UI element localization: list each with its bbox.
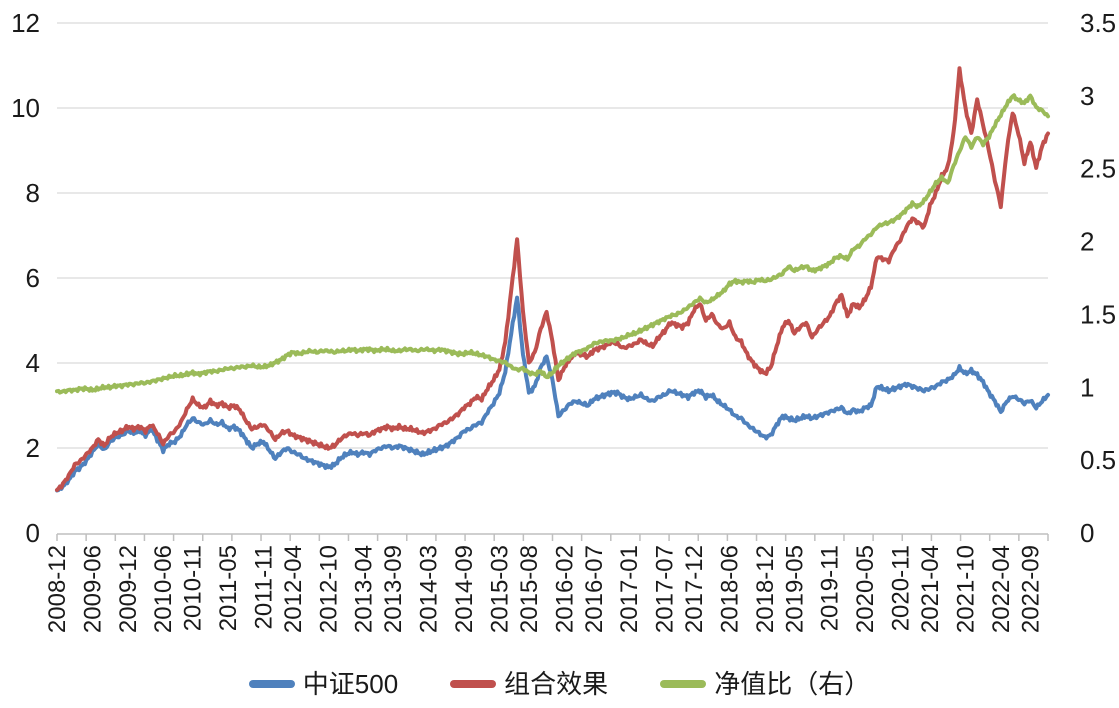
x-tick-label: 2011-11 (250, 545, 277, 630)
series-line-中证500 (55, 295, 1050, 493)
x-tick-label: 2021-04 (917, 545, 944, 633)
x-axis-labels: 2008-12 2009-06 2009-12 2010-06 2010-11 2011-… (44, 545, 1044, 633)
x-tick-label: 2016-07 (581, 545, 608, 633)
x-tick-label: 2014-03 (416, 545, 443, 633)
x-axis (56, 533, 1049, 541)
x-tick-label: 2015-03 (486, 545, 513, 633)
legend-label: 净值比（右） (714, 669, 871, 699)
y-right-tick-label: 2 (1080, 227, 1094, 257)
legend-item-0: 中证500 (248, 669, 399, 699)
x-tick-label: 2012-04 (280, 545, 307, 633)
x-tick-label: 2020-11 (888, 545, 915, 631)
x-tick-label: 2017-01 (616, 545, 643, 633)
x-tick-label: 2013-09 (380, 545, 407, 633)
x-tick-label: 2011-05 (215, 545, 242, 631)
x-tick-label: 2018-12 (752, 545, 779, 633)
x-tick-label: 2010-11 (180, 545, 207, 631)
legend-swatch-icon (450, 680, 497, 688)
x-tick-label: 2008-12 (44, 545, 71, 633)
x-tick-label: 2009-06 (79, 545, 106, 633)
y-left-tick-label: 8 (26, 178, 40, 208)
y-left-tick-label: 2 (26, 433, 40, 463)
x-tick-label: 2017-07 (652, 545, 679, 633)
y-left-tick-label: 4 (26, 348, 40, 378)
x-tick-label: 2022-04 (988, 545, 1015, 633)
x-tick-label: 2010-06 (150, 545, 177, 633)
x-tick-label: 2015-08 (516, 545, 543, 633)
x-tick-label: 2021-10 (952, 545, 979, 633)
y-right-tick-label: 0.5 (1080, 445, 1116, 475)
x-tick-label: 2019-05 (781, 545, 808, 633)
x-tick-label: 2022-09 (1017, 545, 1044, 633)
legend-item-2: 净值比（右） (660, 671, 870, 697)
legend-label: 中证500 (302, 669, 399, 699)
y-left-tick-label: 12 (11, 8, 40, 38)
y-right-tick-label: 0 (1080, 518, 1094, 548)
y-right-tick-label: 2.5 (1080, 154, 1116, 184)
chart-legend: 中证500 组合效果 净值比（右） (0, 660, 1119, 708)
legend-label: 组合效果 (504, 669, 609, 699)
y-axis-right-labels: 0 0.5 1 1.5 2 2.5 3 3.5 (1080, 8, 1116, 548)
x-tick-label: 2017-12 (681, 545, 708, 633)
series-line-净值比（右） (55, 93, 1050, 395)
y-axis-left-labels: 0 2 4 6 8 10 12 (11, 8, 40, 548)
legend-swatch-icon (660, 680, 707, 688)
x-tick-label: 2009-12 (115, 545, 142, 633)
y-right-tick-label: 1.5 (1080, 299, 1116, 329)
x-tick-label: 2014-09 (451, 545, 478, 633)
y-left-tick-label: 6 (26, 263, 40, 293)
x-tick-label: 2018-06 (716, 545, 743, 633)
x-tick-label: 2020-05 (852, 545, 879, 633)
x-tick-label: 2012-10 (315, 545, 342, 633)
y-left-tick-label: 0 (26, 518, 40, 548)
series-line-组合效果 (55, 66, 1050, 492)
x-tick-label: 2013-04 (351, 545, 378, 633)
gridlines (57, 22, 1048, 449)
x-tick-label: 2019-11 (817, 545, 844, 631)
y-right-tick-label: 3 (1080, 81, 1094, 111)
legend-swatch-icon (248, 680, 295, 688)
y-right-tick-label: 3.5 (1080, 8, 1116, 38)
legend-item-1: 组合效果 (450, 671, 608, 697)
y-right-tick-label: 1 (1080, 372, 1094, 402)
y-left-tick-label: 10 (11, 93, 40, 123)
x-tick-label: 2016-02 (551, 545, 578, 633)
